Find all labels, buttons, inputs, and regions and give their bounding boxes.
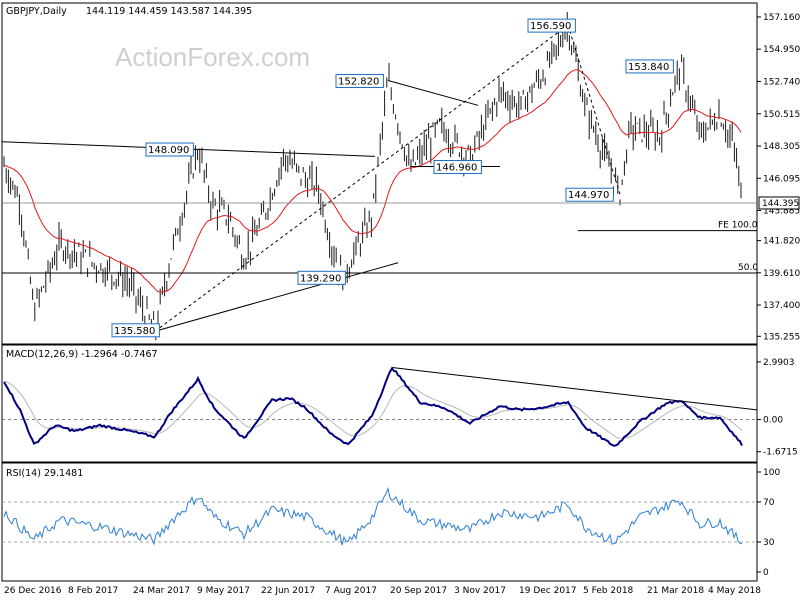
ohlc-header: 144.119 144.459 143.587 144.395 [86,6,252,17]
annotation-label: 152.820 [338,77,379,88]
macd-tick-label: -1.6715 [763,448,798,458]
x-axis-label: 26 Dec 2016 [4,586,62,596]
x-axis-label: 8 Feb 2017 [68,586,118,596]
last-price-tag [758,196,800,210]
price-tick-label: 154.950 [763,45,800,55]
chart-title: GBPJPY,Daily [6,6,67,17]
price-tick-label: 141.820 [763,237,800,247]
fe-label: FE 100.0 [718,221,758,231]
price-tick-label: 139.610 [763,269,800,279]
annotation-label: 144.970 [568,190,609,201]
annotation-label: 148.090 [148,145,189,156]
annotation-box [297,270,346,285]
last-price-tag-label: 144.395 [762,199,799,209]
annotation-label: 153.840 [628,62,669,73]
annotation-box [527,18,576,33]
annotation-label: 135.580 [114,326,155,337]
axis-layer: 157.160 154.950 152.740 150.515 148.305 146.0… [4,13,800,596]
price-tick-label: 146.095 [763,174,800,184]
annotation-box [433,160,482,175]
price-tick-label: 150.515 [763,110,800,120]
annotation-box [565,187,614,202]
x-axis-label: 20 Sep 2017 [390,586,447,596]
x-axis-label: 5 Feb 2018 [583,586,634,596]
price-tick-label: 135.255 [763,332,800,342]
price-tick-label: 143.885 [763,206,800,216]
price-tick-label: 148.305 [763,142,800,152]
macd-panel [1,344,758,463]
annotation-box [111,323,160,338]
rsi-tick-label: 100 [763,468,780,478]
annotation-label: 146.960 [436,163,477,174]
watermark-text: ActionForex.com [115,42,310,72]
macd-line [3,366,743,447]
x-axis-label: 3 Nov 2017 [454,586,506,596]
moving-average-line [3,69,742,293]
x-axis-label: 9 May 2017 [197,586,250,596]
annotation-label: 156.590 [530,21,571,32]
annotation-box [145,142,194,157]
x-axis-label: 19 Dec 2017 [519,586,577,596]
fib-label: 50.0 [738,263,758,273]
x-axis-label: 4 May 2018 [708,586,761,596]
rsi-tick-label: 0 [763,568,769,578]
annotation-label: 139.290 [300,273,341,284]
macd-layer [2,366,758,447]
dashed-channel-line [154,24,569,332]
annotation-box [625,59,674,74]
macd-signal-line [3,380,743,440]
price-layer: FE 100.0 50.0 135.580 148.090 139.290 152.820… [1,11,758,341]
macd-tick-label: 2.9903 [763,358,795,368]
price-tick-label: 137.400 [763,301,800,311]
x-axis-label: 22 Jun 2017 [261,586,315,596]
annotation-box [335,74,384,89]
rsi-line [3,486,743,546]
rsi-layer [2,486,757,546]
x-axis-label: 7 Aug 2017 [325,586,377,596]
price-tick-label: 157.160 [763,13,800,23]
macd-header: MACD(12,26,9) -1.2964 -0.7467 [6,349,158,360]
macd-tick-label: 0.00 [763,416,783,426]
macd-trendline [391,366,758,411]
rsi-header: RSI(14) 29.1481 [6,468,83,479]
rsi-panel [1,462,758,582]
trendline-support [154,262,399,332]
price-tick-label: 152.740 [763,77,800,87]
rsi-tick-label: 70 [763,498,775,508]
x-axis-label: 21 Mar 2018 [647,586,704,596]
rsi-tick-label: 30 [763,538,775,548]
trendline-upper-right [387,80,479,106]
x-axis-label: 24 Mar 2017 [133,586,190,596]
